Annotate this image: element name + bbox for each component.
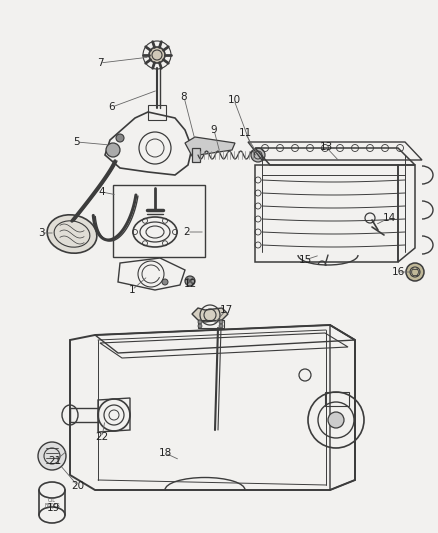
Circle shape [328,412,344,428]
Text: 13: 13 [319,142,332,152]
Text: 2: 2 [184,227,191,237]
Circle shape [185,276,195,286]
Circle shape [106,143,120,157]
Text: 22: 22 [95,432,109,442]
Bar [325,392,349,406]
Bar [148,105,166,120]
Text: 15: 15 [298,255,311,265]
Bar [198,320,224,328]
Text: 21: 21 [48,456,62,466]
Text: 14: 14 [382,213,396,223]
Text: 20: 20 [71,481,85,491]
Text: 5: 5 [74,137,80,147]
Circle shape [406,263,424,281]
Text: 4: 4 [99,187,105,197]
Text: 12: 12 [184,279,197,289]
Text: 3: 3 [38,228,44,238]
Ellipse shape [47,215,97,253]
Circle shape [38,442,66,470]
Bar [70,408,98,422]
Bar [113,185,205,257]
Text: 9: 9 [211,125,217,135]
Text: 11: 11 [238,128,251,138]
Circle shape [219,324,223,328]
Text: 6: 6 [109,102,115,112]
Circle shape [198,320,202,324]
Circle shape [116,134,124,142]
Circle shape [198,324,202,328]
Circle shape [162,279,168,285]
Text: 7: 7 [97,58,103,68]
Text: 1: 1 [129,285,135,295]
Bar [192,148,200,162]
Polygon shape [185,137,235,156]
Text: 16: 16 [392,267,405,277]
Text: 19: 19 [46,503,60,513]
Circle shape [149,47,165,63]
Circle shape [219,320,223,324]
Text: 8: 8 [181,92,187,102]
Text: 10: 10 [227,95,240,105]
Polygon shape [192,308,228,322]
Text: 18: 18 [159,448,172,458]
Text: OIL
FILTER: OIL FILTER [44,498,60,508]
Text: 17: 17 [219,305,233,315]
Circle shape [251,148,265,162]
